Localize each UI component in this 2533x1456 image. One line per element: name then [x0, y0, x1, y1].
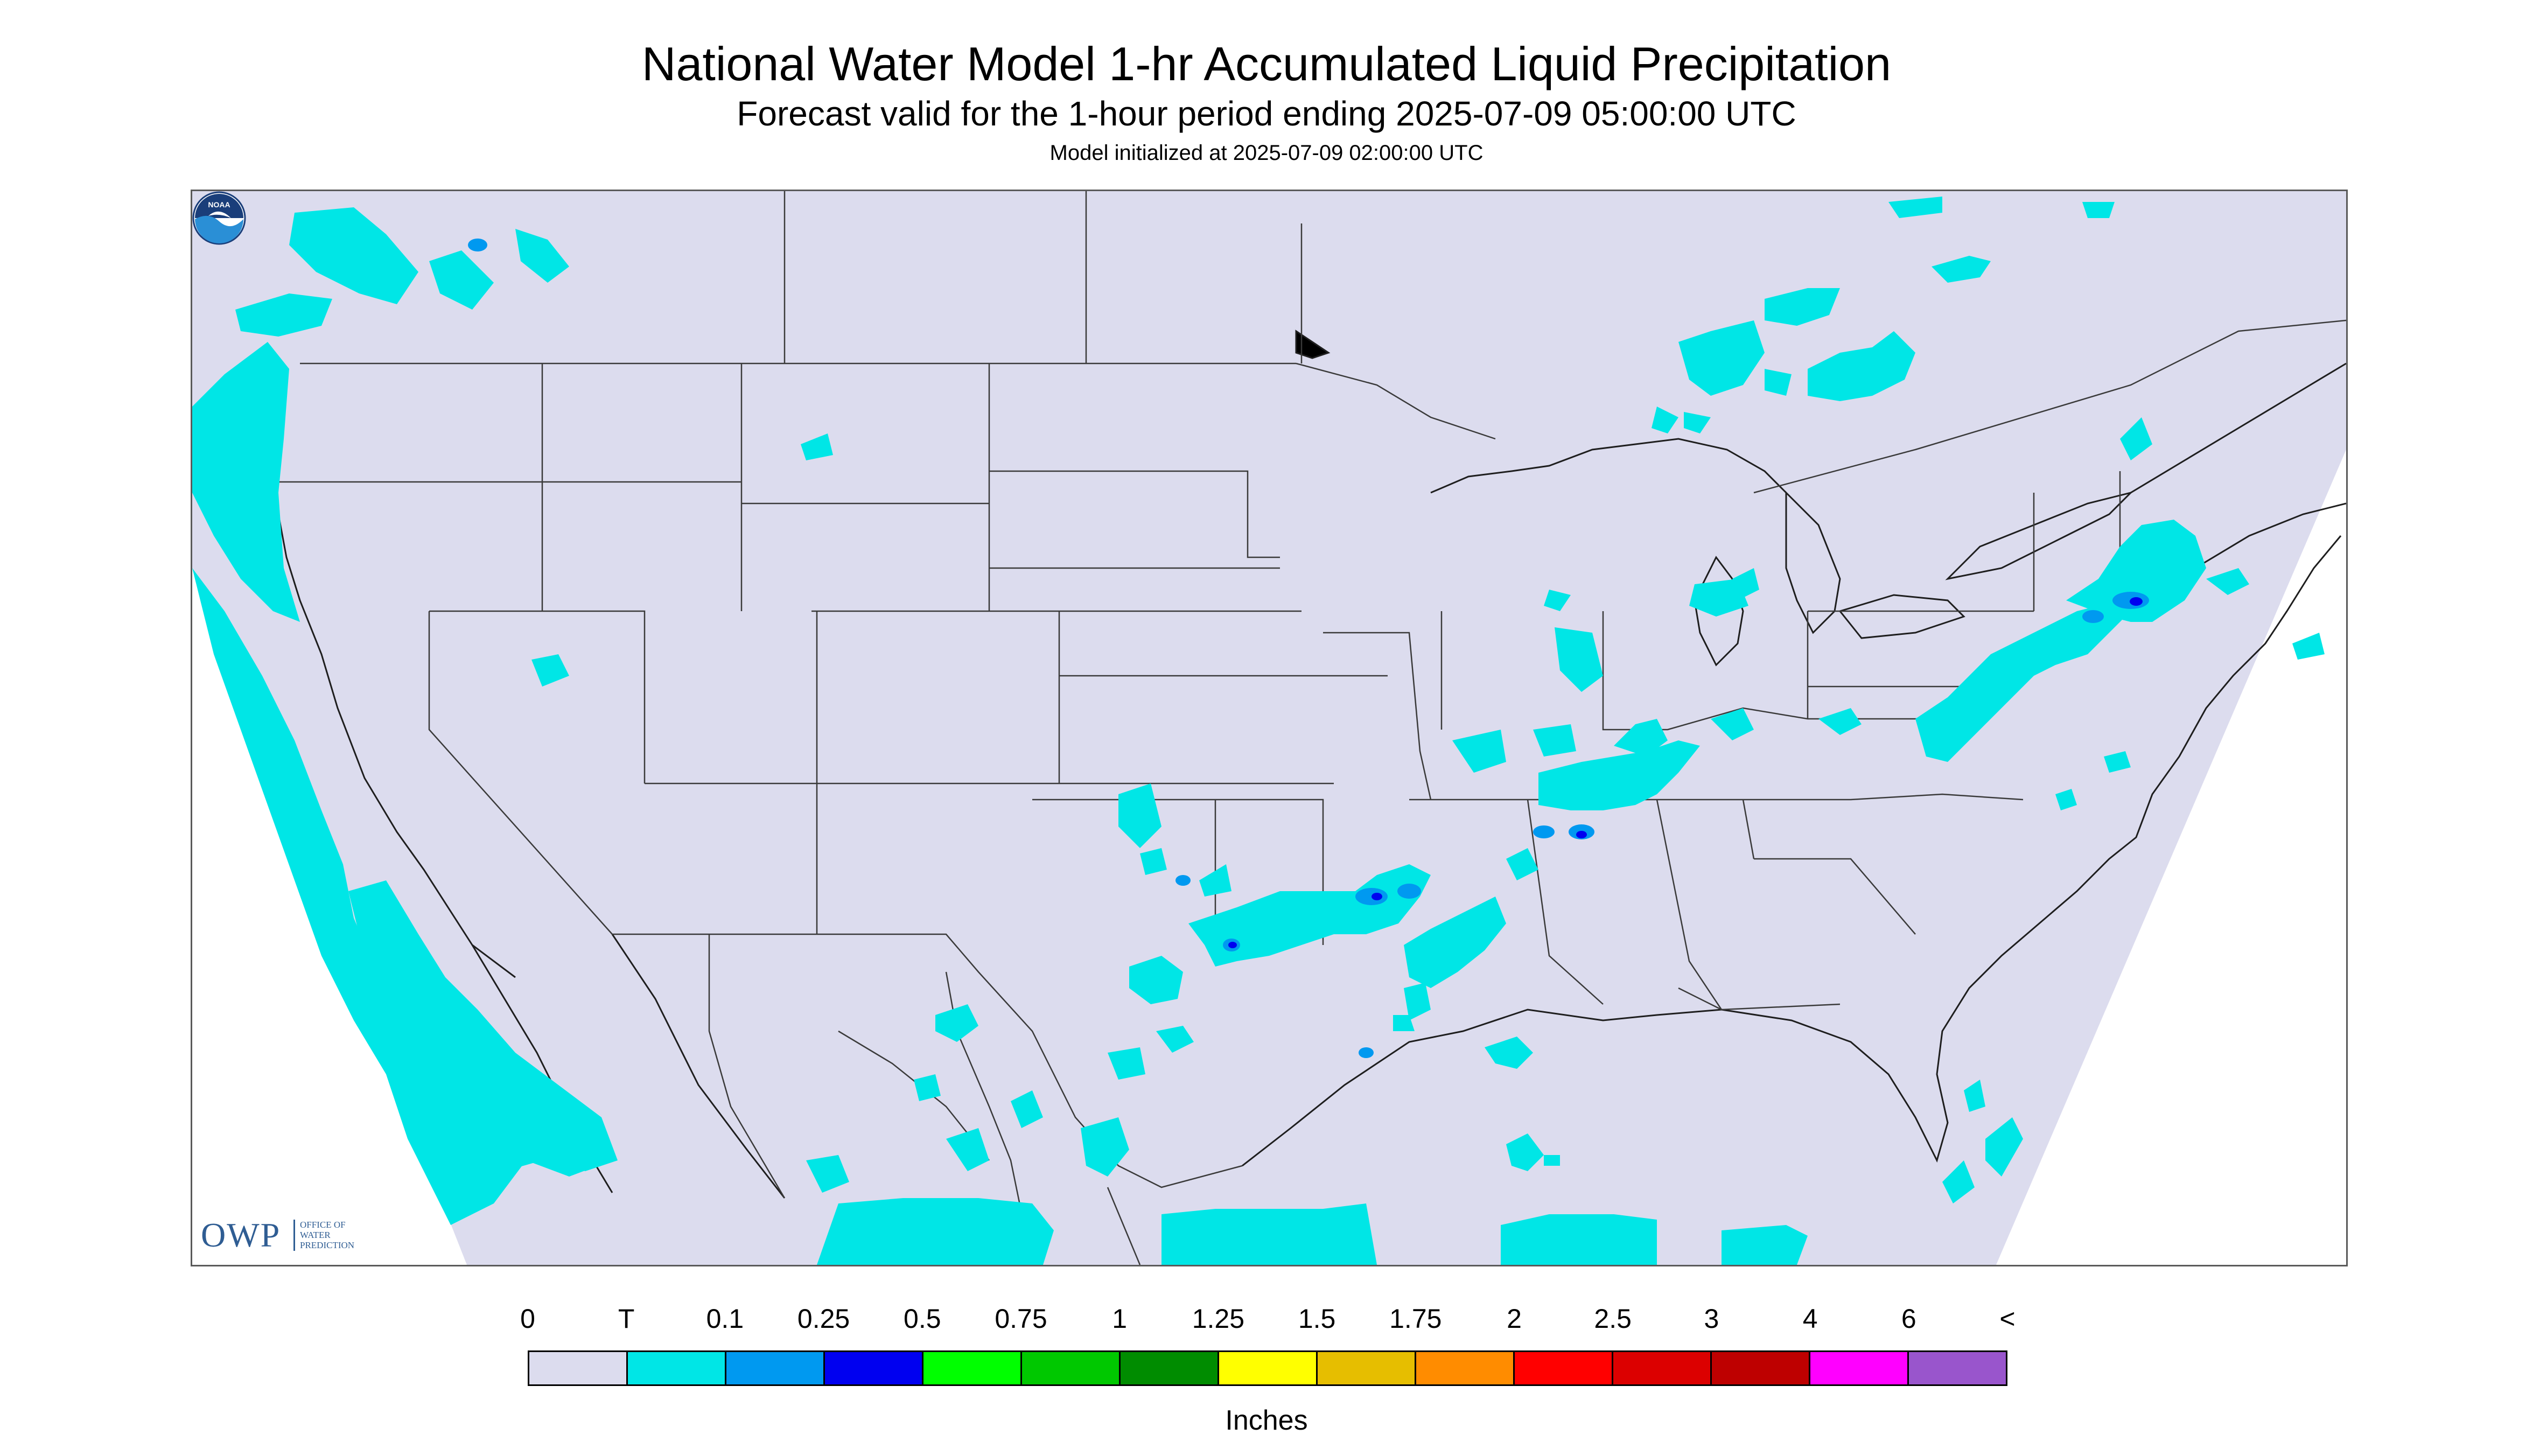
precip-trace — [192, 197, 2325, 1265]
legend-tick-label: 1.25 — [1192, 1304, 1245, 1334]
legend-swatch — [1416, 1352, 1515, 1384]
precipitation-map: OWP OFFICE OF WATER PREDICTION NOAA — [191, 190, 2348, 1266]
owp-logo-subtext: OFFICE OF WATER PREDICTION — [300, 1220, 354, 1250]
legend-color-bar — [528, 1350, 2007, 1386]
legend-tick-label: < — [1999, 1304, 2016, 1334]
noaa-logo-text: NOAA — [208, 200, 230, 209]
owp-logo-divider — [293, 1220, 295, 1251]
legend-tick-label: 0.75 — [995, 1304, 1047, 1334]
owp-logo-text: OWP — [201, 1216, 281, 1254]
legend-tick-label: 4 — [1802, 1304, 1818, 1334]
legend-tick-label: 1.5 — [1298, 1304, 1336, 1334]
owp-logo-line: OFFICE OF — [300, 1220, 346, 1230]
legend-swatch — [628, 1352, 726, 1384]
legend-swatch — [1219, 1352, 1318, 1384]
legend-tick-label: 6 — [1901, 1304, 1916, 1334]
map-subtitle: Forecast valid for the 1-hour period end… — [737, 94, 1796, 133]
legend-tick-label: 0.25 — [797, 1304, 850, 1334]
owp-logo: OWP OFFICE OF WATER PREDICTION — [201, 1212, 373, 1256]
legend-tick-label: 1.75 — [1389, 1304, 1442, 1334]
legend-tick-label: 0.1 — [706, 1304, 744, 1334]
map-canvas — [192, 191, 2346, 1265]
legend-swatch — [726, 1352, 825, 1384]
owp-logo-line: WATER — [300, 1230, 331, 1240]
legend-swatch — [1022, 1352, 1121, 1384]
precip-heavy — [1228, 597, 2143, 948]
legend-tick-label: T — [618, 1304, 635, 1334]
legend-swatch — [1515, 1352, 1613, 1384]
legend-swatch — [1318, 1352, 1416, 1384]
legend-tick-label: 1 — [1112, 1304, 1128, 1334]
map-title: National Water Model 1-hr Accumulated Li… — [641, 37, 1892, 90]
legend-swatch — [825, 1352, 923, 1384]
legend-swatch — [1121, 1352, 1219, 1384]
model-init-line: Model initialized at 2025-07-09 02:00:00… — [1049, 141, 1484, 165]
legend-tick-label: 3 — [1704, 1304, 1719, 1334]
coastlines — [269, 330, 2346, 1199]
noaa-logo-icon: NOAA — [192, 191, 246, 245]
legend-tick-label: 0.5 — [904, 1304, 941, 1334]
legend-swatch — [1810, 1352, 1909, 1384]
owp-logo-line: PREDICTION — [300, 1240, 355, 1250]
legend-tick-label: 2 — [1507, 1304, 1522, 1334]
legend-tick-label: 0 — [520, 1304, 535, 1334]
legend-tick-label: 2.5 — [1594, 1304, 1632, 1334]
legend-swatch — [1712, 1352, 1810, 1384]
legend-swatch — [1909, 1352, 2006, 1384]
legend-swatch — [923, 1352, 1022, 1384]
model-domain — [192, 191, 2346, 1265]
legend-units: Inches — [1225, 1405, 1308, 1436]
legend-swatch — [1613, 1352, 1712, 1384]
legend-swatch — [529, 1352, 628, 1384]
